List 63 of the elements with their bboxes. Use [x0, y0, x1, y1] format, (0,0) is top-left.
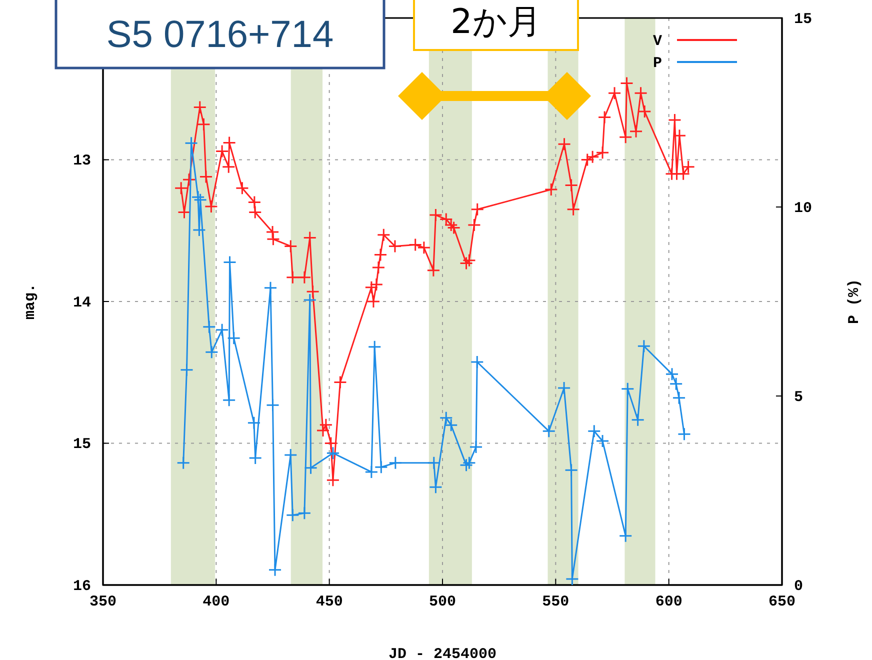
point: [672, 391, 686, 405]
point: [618, 529, 632, 543]
point: [264, 281, 278, 295]
point: [631, 413, 645, 427]
y-tick-label: 16: [72, 578, 91, 595]
point: [247, 416, 261, 430]
point: [460, 458, 474, 472]
chart-title: S5 0716+714: [106, 14, 334, 56]
point: [204, 345, 218, 359]
point: [565, 572, 579, 586]
x-tick-label: 400: [202, 594, 230, 611]
point: [587, 424, 601, 438]
point: [176, 456, 190, 470]
point: [665, 367, 679, 381]
legend-label: P: [652, 55, 662, 72]
point: [268, 563, 282, 577]
point: [462, 456, 476, 470]
y2-tick-label: 10: [794, 200, 812, 217]
point: [677, 427, 691, 441]
annotation: 2か月: [450, 2, 542, 42]
point: [427, 456, 441, 470]
point: [191, 190, 205, 204]
y-tick-label: 13: [72, 152, 91, 170]
x-tick-label: 450: [316, 594, 343, 611]
point: [564, 463, 578, 477]
point: [364, 465, 378, 479]
point: [202, 320, 216, 334]
point: [227, 331, 241, 345]
point: [470, 355, 484, 369]
point: [266, 398, 280, 412]
point: [298, 506, 312, 520]
y2-tick-label: 0: [794, 578, 804, 595]
point: [304, 461, 318, 475]
point: [669, 377, 683, 391]
legend-label: V: [652, 33, 662, 50]
y-tick-label: 15: [72, 436, 91, 454]
point: [542, 424, 556, 438]
y-tick-label: 14: [72, 294, 91, 312]
point: [326, 446, 340, 460]
y2-tick-label: 5: [794, 388, 804, 406]
x-tick-label: 600: [655, 594, 682, 611]
point: [180, 363, 194, 377]
y2-tick-label: 15: [794, 10, 812, 28]
point: [303, 293, 317, 307]
x-axis-title: JD - 2454000: [388, 646, 497, 660]
y-axis-title: mag.: [22, 283, 39, 320]
point: [374, 460, 388, 474]
point: [215, 323, 229, 337]
point: [620, 382, 634, 396]
point: [388, 456, 402, 470]
x-tick-label: 350: [89, 594, 117, 611]
point: [222, 393, 236, 407]
point: [469, 440, 483, 454]
x-tick-label: 650: [768, 594, 796, 611]
point: [192, 223, 206, 237]
point: [637, 339, 651, 353]
x-tick-label: 500: [428, 594, 456, 611]
point: [596, 434, 610, 448]
x-tick-label: 550: [542, 594, 570, 611]
y2-axis-title: P (%): [846, 278, 863, 324]
point: [368, 340, 382, 354]
point: [286, 508, 300, 522]
point: [557, 381, 571, 395]
